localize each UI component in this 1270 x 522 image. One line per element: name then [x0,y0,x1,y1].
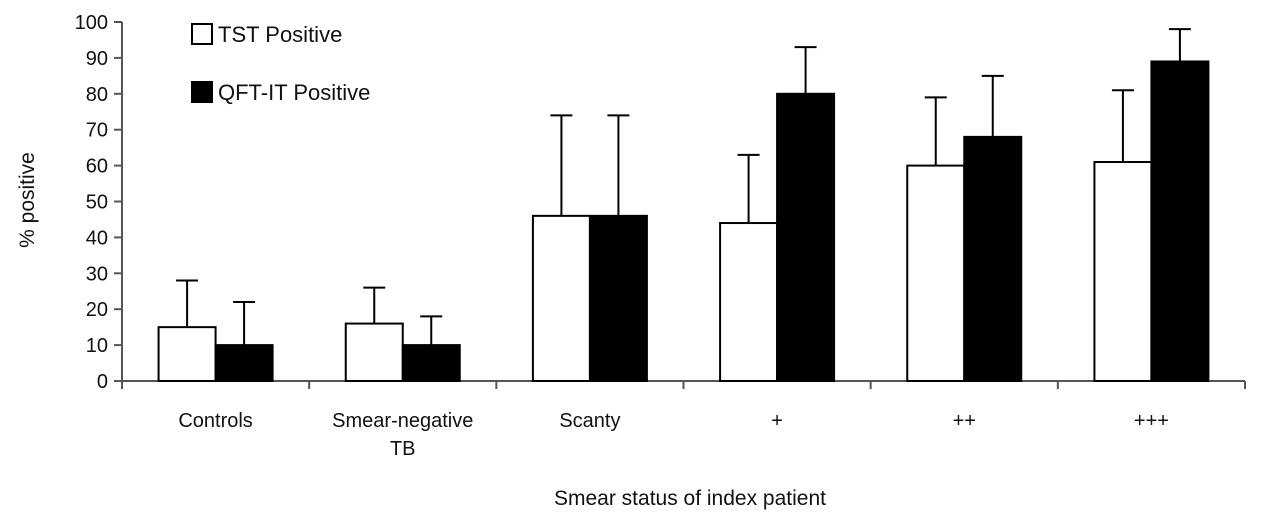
x-category-label-line: Controls [178,410,252,432]
x-category-label: ++ [953,410,976,432]
y-axis-title: % positive [16,152,39,248]
axes [114,21,1246,389]
y-tick-label: 40 [86,227,108,249]
y-tick-label: 30 [86,263,108,285]
tst-bar [719,222,779,382]
y-tick-label: 90 [86,48,108,70]
legend: TST Positive QFT-IT Positive [191,22,370,105]
y-tick-label: 70 [86,120,108,142]
x-category-label-line: Smear-negative [332,410,473,432]
x-category-label-line: +++ [1134,410,1169,432]
x-category-label: Smear-negative TB [332,410,473,460]
x-category-label-line: ++ [953,410,976,432]
y-tick-label: 80 [86,84,108,106]
x-category-label-line: TB [390,438,416,460]
qft-bar [214,344,274,383]
tst-bar [157,326,217,382]
qft-bar [1150,60,1210,383]
qft-bar [401,344,461,383]
x-category-label-line: Scanty [559,410,620,432]
tst-bar [906,164,966,382]
bars [157,60,1210,383]
legend-label-tst: TST Positive [218,22,342,47]
y-tick-label: 10 [86,335,108,357]
labels: 0 10 20 30 40 50 60 70 80 90 100 Controls Smear-nega… [75,12,1169,460]
x-axis-title: Smear status of index patient [554,487,826,510]
x-category-label: +++ [1134,410,1169,432]
y-tick-label: 100 [75,12,108,34]
x-category-label: Controls [178,410,252,432]
x-category-label-line: + [771,410,783,432]
tst-bar [344,322,404,382]
legend-swatch-tst [191,23,213,45]
tst-bar [1093,161,1153,382]
x-category-label: + [771,410,783,432]
y-tick-label: 0 [97,371,108,393]
error-bars [176,28,1191,346]
y-tick-label: 20 [86,299,108,321]
legend-swatch-qft [191,81,213,103]
qft-bar [963,135,1023,382]
y-tick-label: 50 [86,192,108,214]
y-tick-label: 60 [86,156,108,178]
qft-bar [588,214,648,382]
qft-bar [776,92,836,383]
legend-label-qft: QFT-IT Positive [218,80,370,105]
tst-bar [531,214,591,382]
x-category-label: Scanty [559,410,620,432]
